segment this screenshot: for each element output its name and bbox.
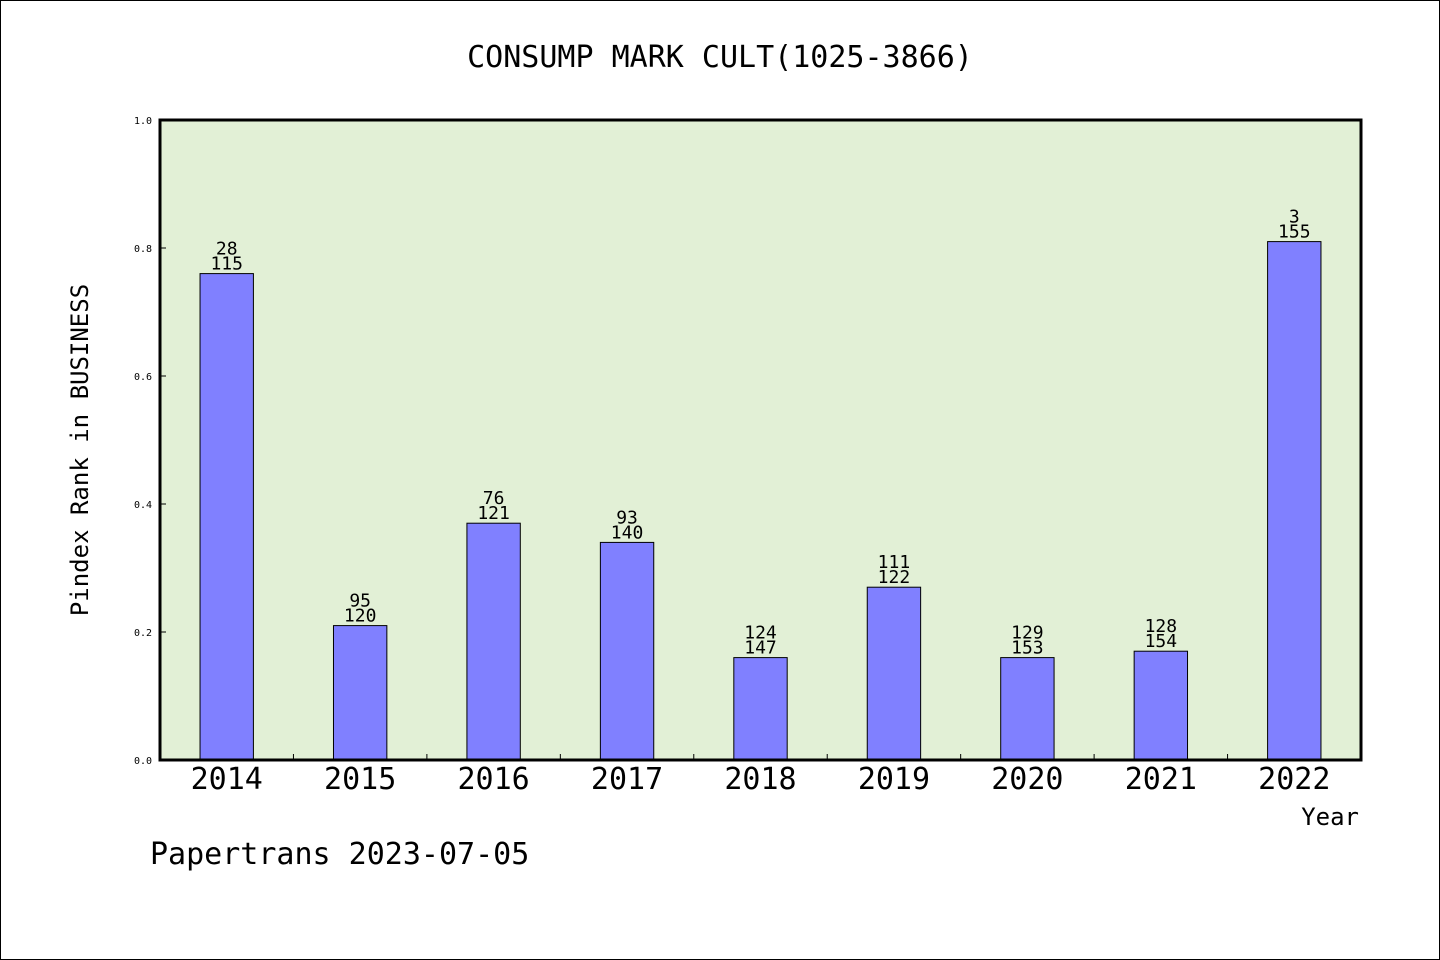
bar-label-bottom: 153: [1011, 638, 1044, 659]
bar-label-bottom: 154: [1145, 631, 1178, 652]
bar: [1133, 650, 1189, 761]
y-tick-label: 0.0: [134, 756, 152, 767]
y-tick-label: 0.8: [134, 244, 152, 255]
bar-label-bottom: 155: [1278, 222, 1311, 243]
bar-label-top: 93: [616, 507, 638, 528]
bar: [1267, 241, 1322, 761]
y-tick-label: 1.0: [134, 116, 152, 127]
bar-label-top: 124: [744, 623, 777, 644]
bar-label-top: 128: [1145, 616, 1178, 637]
x-tick-label: 2018: [724, 762, 796, 797]
bar: [866, 586, 922, 761]
x-tick-label: 2017: [591, 762, 663, 797]
footer-text: Papertrans 2023-07-05: [150, 837, 529, 872]
plot-border: [158, 118, 1363, 762]
bar-label-top: 129: [1011, 623, 1044, 644]
x-axis-ticks: 2014 2015 2016 2017 2018 2019 2020 2021 2022: [191, 754, 1330, 797]
x-tick-label: 2015: [324, 762, 396, 797]
y-axis-label: Pindex Rank in BUSINESS: [66, 284, 94, 616]
y-tick-label: 0.2: [134, 628, 152, 639]
x-tick-label: 2014: [191, 762, 263, 797]
bar: [199, 273, 254, 761]
bar-label-top: 28: [216, 239, 238, 260]
bar-label-top: 76: [483, 488, 505, 509]
bar-label-bottom: 122: [878, 567, 911, 588]
bar-label-top: 111: [878, 552, 911, 573]
bar: [1000, 657, 1055, 761]
bars: [199, 241, 1322, 761]
bar-label-bottom: 115: [210, 254, 243, 275]
bar: [332, 625, 388, 761]
bar-label-top: 3: [1289, 207, 1300, 228]
y-tick-label: 0.4: [134, 500, 152, 511]
bar-label-top: 95: [349, 591, 371, 612]
x-axis-label: Year: [1301, 803, 1359, 831]
bar: [466, 522, 521, 761]
bar-label-bottom: 121: [477, 503, 510, 524]
x-tick-label: 2020: [991, 762, 1063, 797]
x-tick-label: 2016: [457, 762, 529, 797]
bar: [733, 657, 788, 761]
chart-title: CONSUMP MARK CULT(1025-3866): [467, 40, 973, 75]
x-tick-label: 2021: [1125, 762, 1197, 797]
bar-label-bottom: 140: [611, 522, 644, 543]
x-tick-label: 2022: [1258, 762, 1330, 797]
x-tick-label: 2019: [858, 762, 930, 797]
bar: [599, 541, 655, 761]
bar-label-bottom: 147: [744, 638, 777, 659]
y-tick-label: 0.6: [134, 372, 152, 383]
bar-label-bottom: 120: [344, 606, 377, 627]
